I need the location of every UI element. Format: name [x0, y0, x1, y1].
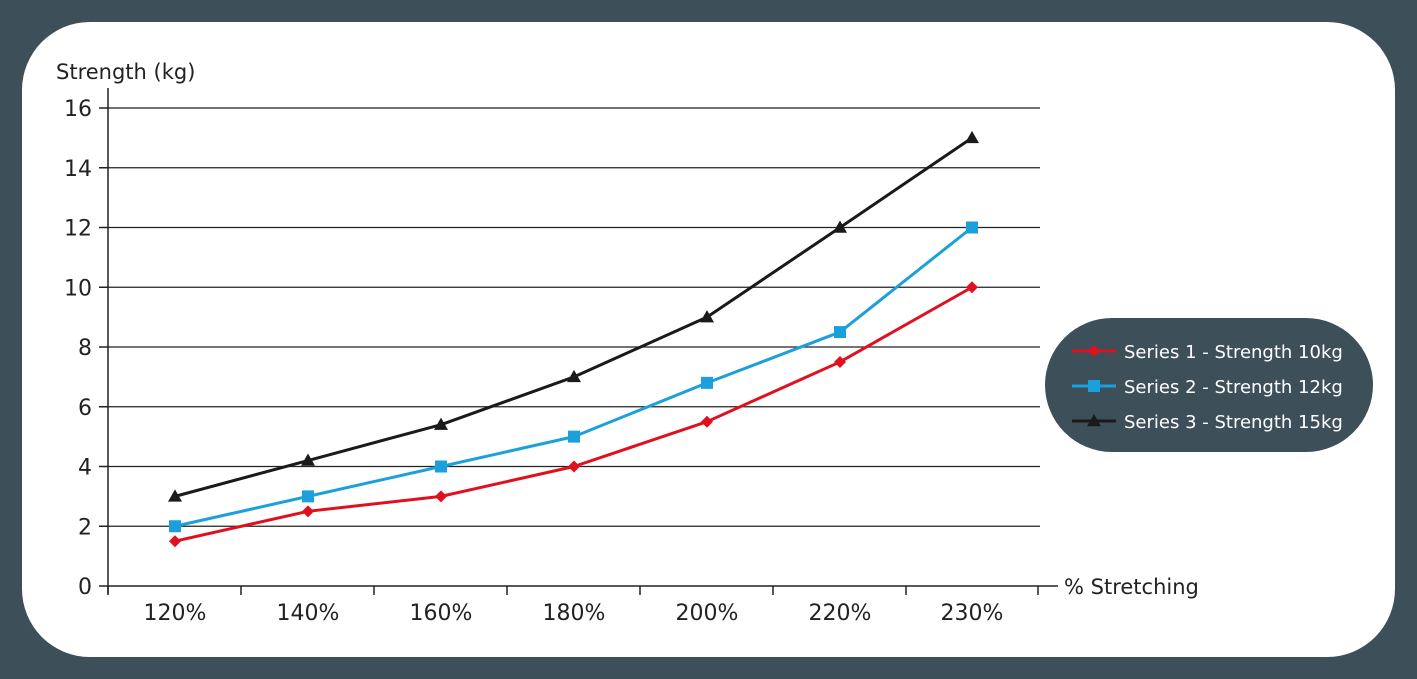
y-tick-label: 10 [64, 276, 92, 301]
data-point [567, 369, 581, 383]
x-tick-label: 230% [941, 601, 1004, 626]
data-point [834, 326, 846, 339]
y-tick-label: 6 [78, 396, 92, 421]
data-point [435, 490, 447, 503]
x-tick-label: 200% [676, 601, 739, 626]
data-point [965, 130, 979, 144]
legend-item: Series 3 - Strength 15kg [1072, 412, 1343, 433]
legend-item: Series 2 - Strength 12kg [1072, 377, 1343, 398]
series-3 [168, 130, 979, 502]
legend-marker [1087, 414, 1101, 427]
legend-box [1045, 318, 1373, 452]
x-axis-ticks: 120% 140% 160% 180% 200% 220% 230% [107, 586, 1039, 626]
gridlines [108, 107, 1040, 527]
legend-marker [1088, 380, 1100, 392]
series-group [168, 130, 979, 548]
axes [107, 88, 1058, 594]
x-axis-title: % Stretching [1064, 575, 1199, 599]
series-1 [169, 281, 978, 548]
legend-label: Series 2 - Strength 12kg [1124, 377, 1343, 398]
y-tick-label: 2 [78, 515, 92, 540]
data-point [966, 281, 978, 294]
data-point [168, 489, 182, 502]
data-point [302, 505, 314, 518]
data-point [435, 460, 447, 473]
y-tick-label: 8 [78, 336, 92, 361]
data-point [966, 221, 978, 234]
data-point [568, 430, 580, 443]
legend-item: Series 1 - Strength 10kg [1072, 342, 1343, 363]
y-tick-label: 0 [78, 575, 92, 600]
legend-label: Series 3 - Strength 15kg [1124, 412, 1343, 433]
data-point [701, 415, 713, 428]
data-point [301, 453, 315, 466]
data-point [833, 220, 847, 233]
legend-label: Series 1 - Strength 10kg [1124, 342, 1343, 363]
x-tick-label: 220% [809, 601, 872, 626]
data-point [568, 460, 580, 473]
y-tick-label: 4 [78, 456, 92, 481]
y-axis-title: Strength (kg) [56, 60, 195, 84]
data-point [834, 355, 846, 368]
series-line [174, 285, 973, 543]
x-tick-label: 180% [543, 601, 606, 626]
data-point [302, 490, 314, 503]
y-tick-label: 14 [64, 157, 92, 182]
y-axis-ticks: 0 2 4 6 8 10 12 14 16 [64, 97, 108, 600]
x-tick-label: 160% [410, 601, 473, 626]
series-2 [169, 221, 978, 533]
x-tick-label: 120% [144, 601, 207, 626]
x-tick-label: 140% [277, 601, 340, 626]
data-point [700, 310, 714, 323]
legend-marker [1088, 345, 1100, 357]
data-point [701, 376, 713, 389]
y-tick-label: 16 [64, 97, 92, 122]
legend: Series 1 - Strength 10kg Series 2 - Stren… [1045, 318, 1373, 452]
y-tick-label: 12 [64, 217, 92, 242]
data-point [434, 417, 448, 430]
data-point [169, 535, 181, 548]
data-point [169, 520, 181, 533]
